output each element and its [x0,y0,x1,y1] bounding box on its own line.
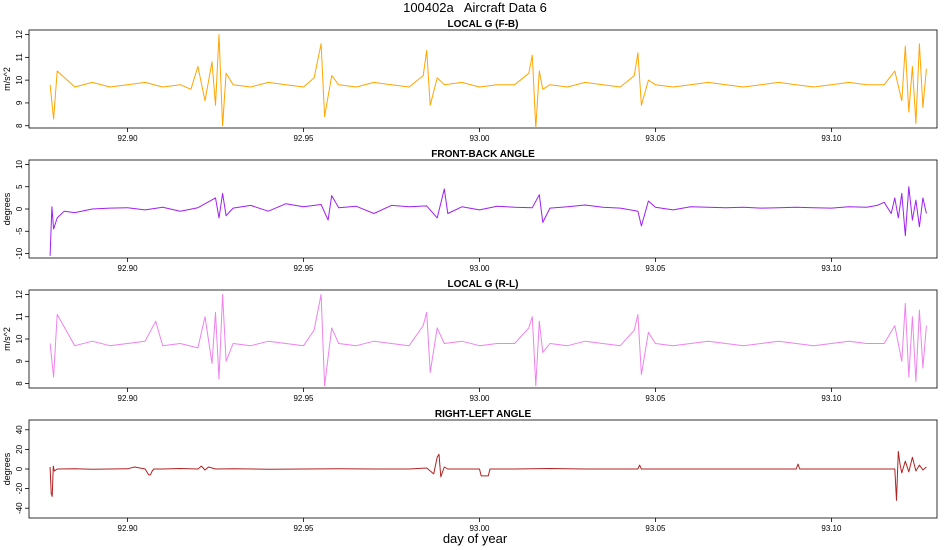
x-tick-label: 92.95 [293,394,314,403]
y-tick-label: 10 [15,75,24,84]
series-line-right-left-angle [49,450,927,501]
y-tick-label: 9 [15,358,24,363]
y-tick-label: 12 [15,30,24,39]
x-tick-label: 92.90 [118,394,139,403]
y-tick-label: -20 [15,482,24,494]
x-tick-label: 93.05 [645,394,666,403]
x-tick-label: 93.10 [821,134,842,143]
y-tick-label: -10 [15,247,24,259]
x-tick-label: 93.00 [469,134,490,143]
plot-frame [28,289,938,389]
y-tick-label: -40 [15,502,24,514]
x-tick-label: 92.95 [293,524,314,533]
x-tick-label: 93.10 [821,394,842,403]
chart-panel-right-left-angle: RIGHT-LEFT ANGLE 92.90 92.95 93.00 93.05 93.1… [2,409,938,533]
x-tick-label: 92.95 [293,134,314,143]
x-tick-label: 93.00 [469,264,490,273]
x-tick-label: 93.05 [645,524,666,533]
x-tick-label: 93.05 [645,134,666,143]
y-tick-label: 12 [15,289,24,298]
y-tick-label: 20 [15,444,24,453]
y-tick-label: 10 [15,334,24,343]
chart-panel-local-g-fb: LOCAL G (F-B) 92.90 92.95 93.00 93.05 93.10 8 9… [2,19,938,143]
y-tick-label: 10 [15,159,24,168]
y-tick-label: 0 [15,466,24,471]
x-tick-label: 92.90 [118,524,139,533]
y-axis-label: m/s^2 [2,67,12,91]
x-tick-label: 92.95 [293,264,314,273]
y-tick-label: 8 [15,381,24,386]
x-axis-label: day of year [442,531,508,546]
x-tick-label: 93.10 [821,264,842,273]
x-tick-label: 93.10 [821,524,842,533]
chart-panel-front-back-angle: FRONT-BACK ANGLE 92.90 92.95 93.00 93.05 93.1… [2,149,938,273]
x-tick-label: 93.05 [645,264,666,273]
y-axis-label: degrees [2,192,12,225]
panel-title: LOCAL G (F-B) [448,19,519,30]
y-tick-label: 11 [15,312,24,321]
x-tick-label: 92.90 [118,264,139,273]
x-tick-label: 93.00 [469,524,490,533]
series-line-front-back-angle [49,186,927,256]
plot-frame [28,29,938,129]
y-axis-label: degrees [2,452,12,485]
y-tick-label: 40 [15,425,24,434]
series-line-local-g-r-l [49,294,927,387]
x-tick-label: 92.90 [118,134,139,143]
x-tick-label: 93.00 [469,394,490,403]
y-axis-label: m/s^2 [2,327,12,351]
panel-title: LOCAL G (R-L) [448,279,519,290]
chart-panel-local-g-rl: LOCAL G (R-L) 92.90 92.95 93.00 93.05 93.10 8 9… [2,279,938,403]
y-tick-label: 8 [15,123,24,128]
y-tick-label: 11 [15,53,24,62]
panel-title: RIGHT-LEFT ANGLE [435,409,532,420]
y-tick-label: 5 [15,184,24,189]
y-tick-label: 0 [15,206,24,211]
y-tick-label: 9 [15,100,24,105]
panel-title: FRONT-BACK ANGLE [431,149,535,160]
y-tick-label: -5 [15,227,24,235]
series-line-local-g-f-b [49,34,927,128]
figure-title: 100402a Aircraft Data 6 [403,0,547,15]
